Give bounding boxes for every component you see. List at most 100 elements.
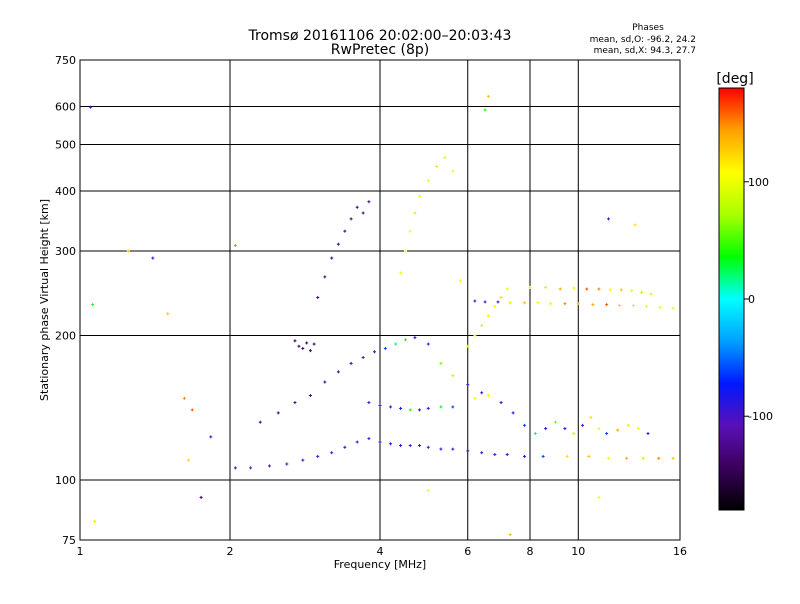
scatter-point xyxy=(166,312,170,316)
colorbar-tick-label-0: 100 xyxy=(748,176,769,189)
scatter-point xyxy=(394,342,398,346)
scatter-point xyxy=(426,179,430,183)
y-tick-label-5: 500 xyxy=(55,139,76,152)
y-axis-label: Stationary phase Virtual Height [km] xyxy=(38,199,51,401)
scatter-point xyxy=(597,495,601,499)
scatter-point xyxy=(343,229,347,233)
scatter-point xyxy=(636,427,640,431)
scatter-point xyxy=(343,445,347,449)
scatter-point xyxy=(528,285,532,289)
scatter-point xyxy=(399,406,403,410)
y-axis-ticks: 75 100 200 300 400 500 600 750 xyxy=(55,54,76,547)
scatter-point xyxy=(618,303,622,307)
plot-frame xyxy=(79,59,681,541)
scatter-point xyxy=(417,194,421,198)
scatter-point xyxy=(258,420,262,424)
scatter-point xyxy=(597,427,601,431)
scatter-point xyxy=(633,223,637,227)
scatter-point xyxy=(305,341,309,345)
scatter-point xyxy=(591,303,595,307)
scatter-point xyxy=(233,244,237,248)
y-tick-label-0: 75 xyxy=(62,534,76,547)
scatter-point xyxy=(408,408,412,412)
scatter-point xyxy=(473,334,477,338)
colorbar-tick-label-1: 0 xyxy=(748,293,755,306)
stats-line-x: mean, sd,X: 94.3, 27.7 xyxy=(594,46,696,56)
y-tick-label-1: 100 xyxy=(55,474,76,487)
scatter-point xyxy=(413,211,417,215)
scatter-point xyxy=(565,454,569,458)
scatter-point xyxy=(649,292,653,296)
scatter-point xyxy=(417,408,421,412)
scatter-point xyxy=(451,169,455,173)
x-tick-label-6: 16 xyxy=(673,545,687,558)
scatter-point xyxy=(671,306,675,310)
scatter-point xyxy=(361,355,365,359)
scatter-point xyxy=(408,229,412,233)
x-axis-ticks: 1 2 4 6 8 10 16 xyxy=(77,545,688,558)
scatter-point xyxy=(182,396,186,400)
scatter-point xyxy=(523,423,527,427)
scatter-point xyxy=(671,456,675,460)
scatter-point xyxy=(508,533,512,537)
scatter-point xyxy=(486,394,490,398)
scatter-point xyxy=(336,242,340,246)
scatter-point xyxy=(483,300,487,304)
scatter-point xyxy=(316,296,320,300)
colorbar-tick-label-2: -100 xyxy=(748,410,773,423)
scatter-point xyxy=(499,296,503,300)
scatter-point xyxy=(297,344,301,348)
scatter-point xyxy=(355,440,359,444)
y-tick-label-6: 600 xyxy=(55,101,76,114)
y-tick-label-4: 400 xyxy=(55,185,76,198)
x-tick-label-4: 8 xyxy=(527,545,534,558)
scatter-point xyxy=(480,323,484,327)
scatter-point xyxy=(505,453,509,457)
scatter-point xyxy=(544,427,548,431)
scatter-point xyxy=(541,454,545,458)
scatter-point xyxy=(451,447,455,451)
scatter-point xyxy=(480,391,484,395)
scatter-point xyxy=(587,454,591,458)
scatter-point xyxy=(640,290,644,294)
scatter-point xyxy=(91,303,95,307)
scatter-point xyxy=(493,453,497,457)
scatter-point xyxy=(486,314,490,318)
scatter-point xyxy=(308,349,312,353)
scatter-point xyxy=(499,401,503,405)
scatter-point xyxy=(426,342,430,346)
scatter-point xyxy=(349,361,353,365)
scatter-point xyxy=(190,408,194,412)
scatter-point xyxy=(293,339,297,343)
scatter-point xyxy=(361,211,365,215)
scatter-point xyxy=(199,495,203,499)
scatter-point xyxy=(439,361,443,365)
scatter-point xyxy=(563,427,567,431)
chart-title: Tromsø 20161106 20:02:00–20:03:43 xyxy=(248,28,512,44)
scatter-point xyxy=(646,432,650,436)
scatter-point xyxy=(435,164,439,168)
scatter-point xyxy=(389,442,393,446)
scatter-point xyxy=(408,444,412,448)
scatter-point xyxy=(657,456,661,460)
scatter-point xyxy=(625,456,629,460)
scatter-point xyxy=(473,396,477,400)
scatter-point xyxy=(285,462,289,466)
scatter-point xyxy=(301,346,305,350)
scatter-point xyxy=(186,458,190,462)
scatter-point xyxy=(399,271,403,275)
scatter-point xyxy=(336,370,340,374)
scatter-point xyxy=(439,447,443,451)
scatter-point xyxy=(403,249,407,253)
scatter-point xyxy=(553,420,557,424)
y-tick-label-2: 200 xyxy=(55,330,76,343)
scatter-point xyxy=(151,256,155,260)
scatter-point xyxy=(483,108,487,112)
scatter-point xyxy=(367,401,371,405)
stats-line-o: mean, sd,O: -96.2, 24.2 xyxy=(590,35,696,45)
scatter-point xyxy=(511,411,515,415)
scatter-point xyxy=(523,301,527,305)
x-tick-label-1: 2 xyxy=(227,545,234,558)
